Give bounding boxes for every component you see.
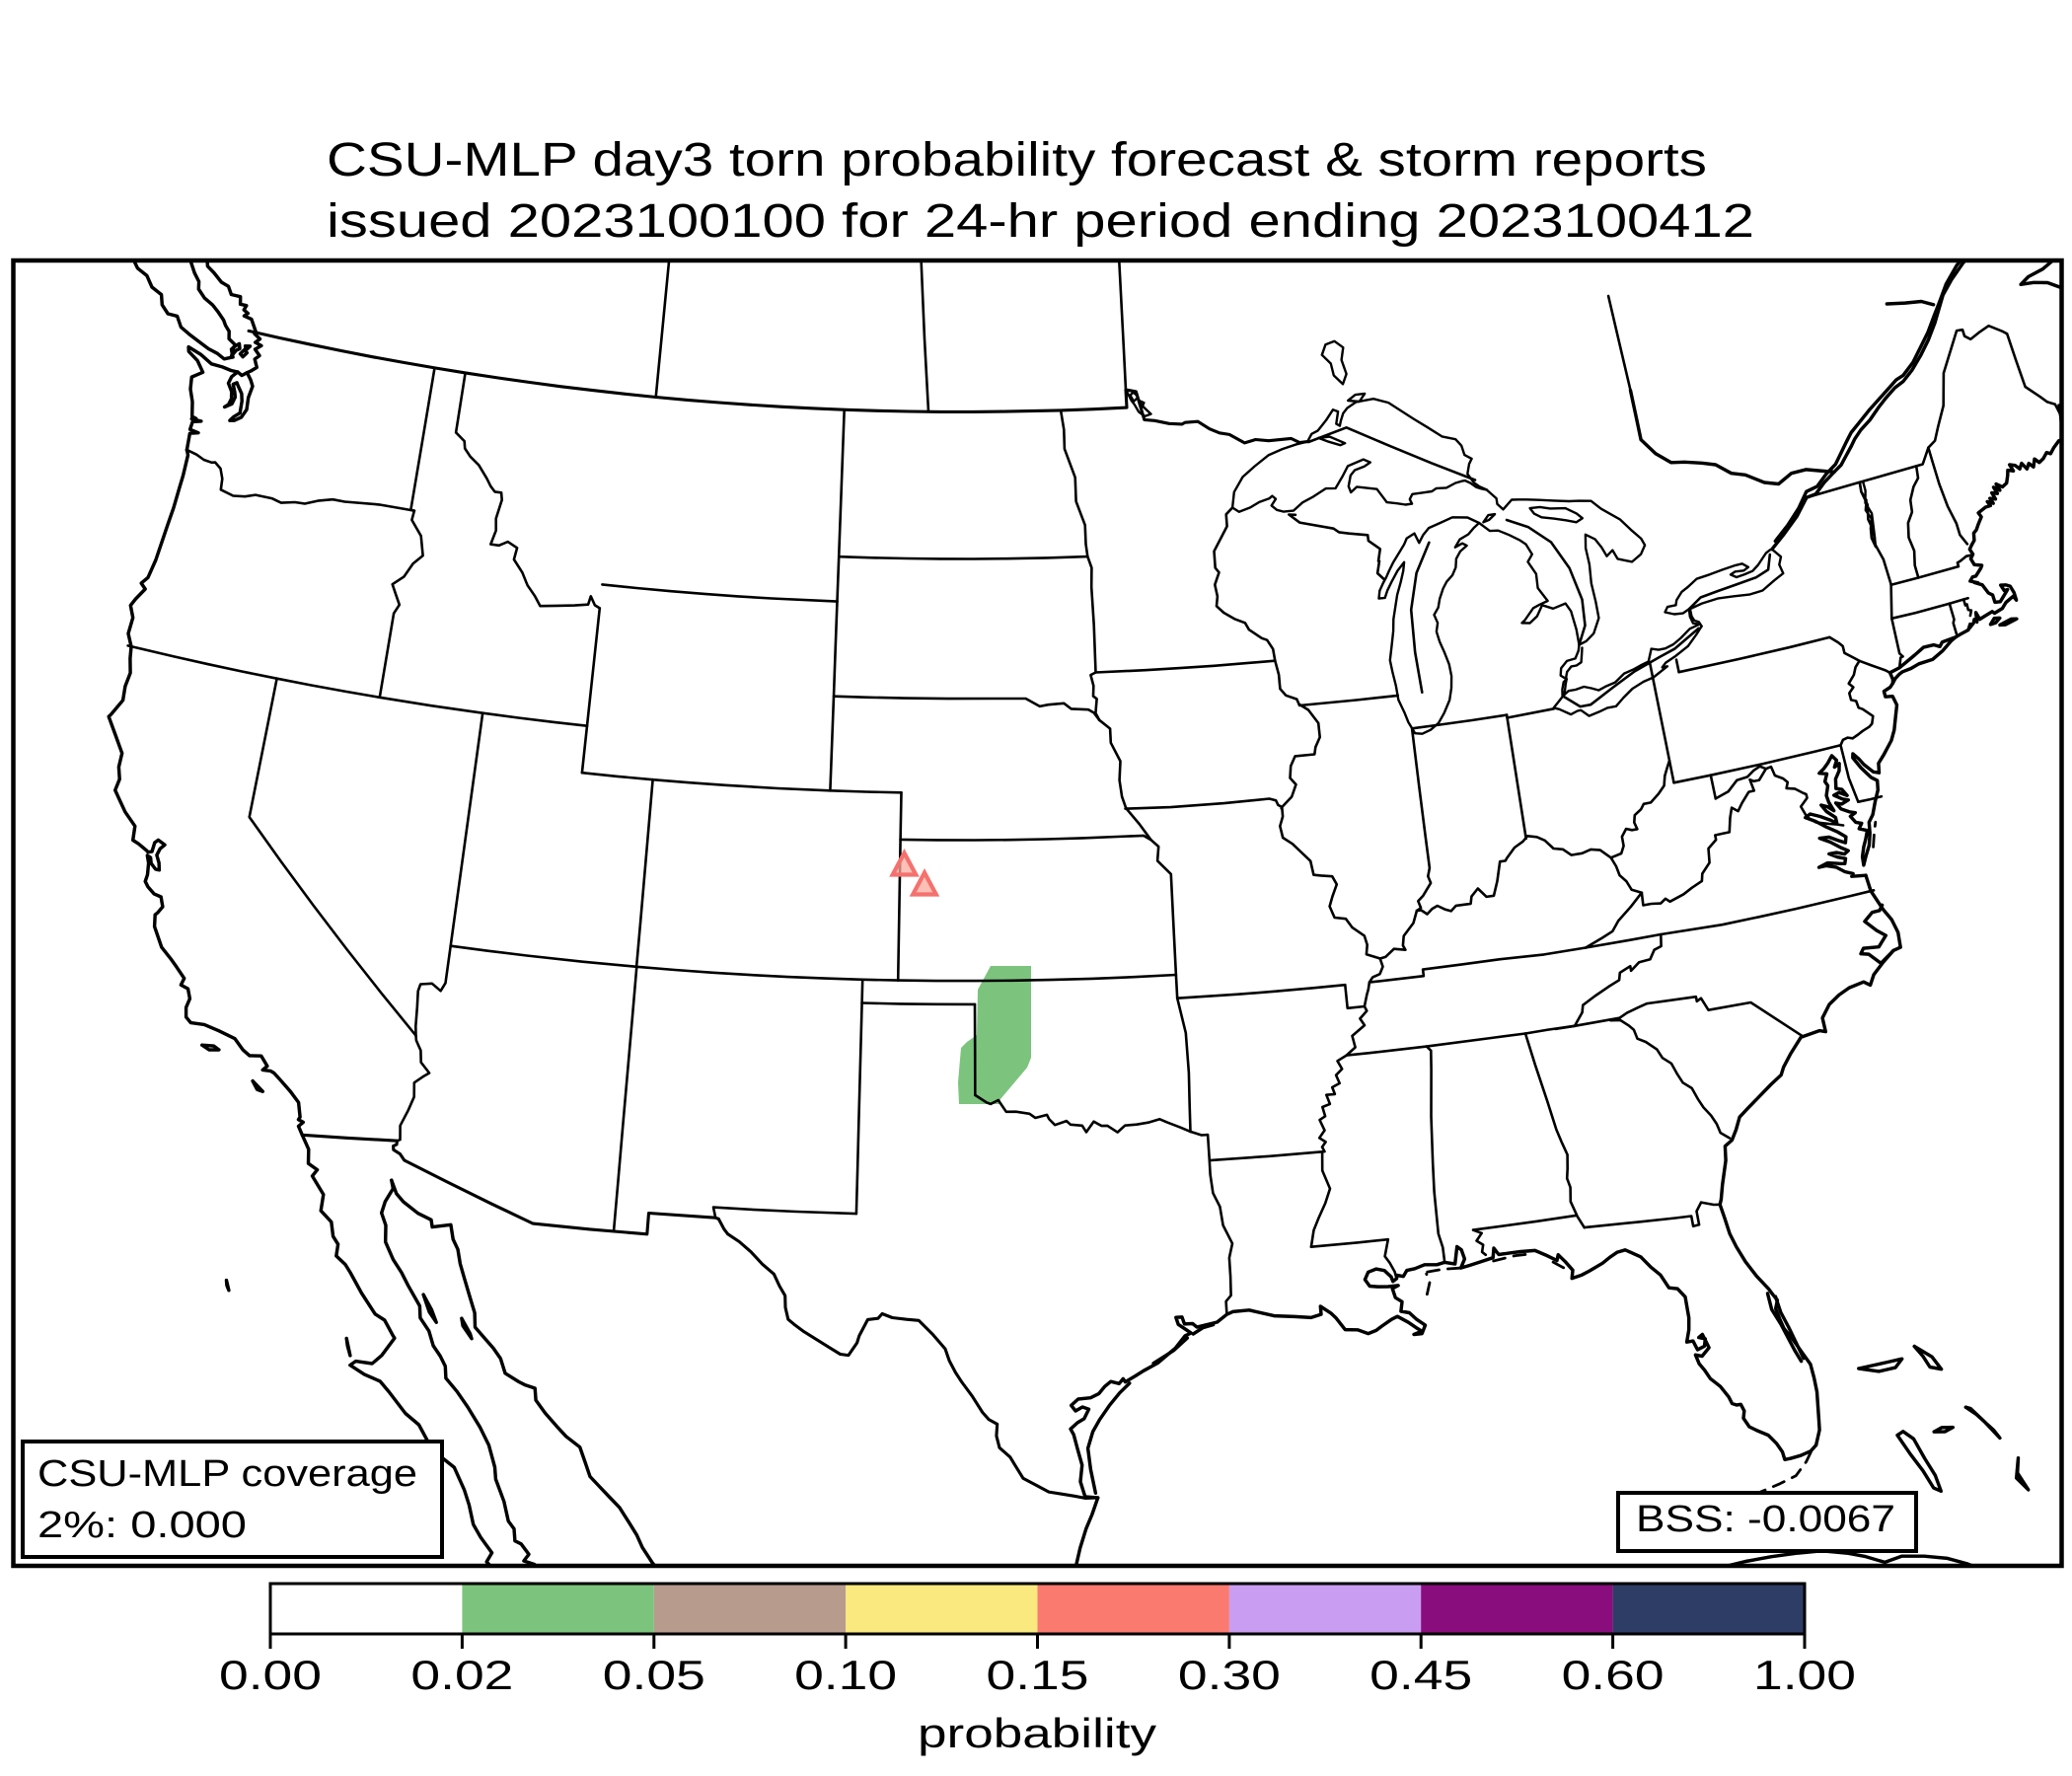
svg-text:probability: probability	[918, 1710, 1156, 1756]
svg-text:0.60: 0.60	[1562, 1652, 1665, 1698]
svg-text:0.10: 0.10	[794, 1652, 897, 1698]
svg-text:2%: 0.000: 2%: 0.000	[37, 1505, 247, 1546]
svg-text:0.05: 0.05	[603, 1652, 705, 1698]
svg-text:0.30: 0.30	[1178, 1652, 1281, 1698]
svg-text:0.02: 0.02	[410, 1652, 513, 1698]
svg-text:CSU-MLP coverage: CSU-MLP coverage	[37, 1453, 417, 1495]
svg-text:0.00: 0.00	[219, 1652, 322, 1698]
svg-text:0.45: 0.45	[1369, 1652, 1472, 1698]
svg-text:issued 2023100100 for 24-hr pe: issued 2023100100 for 24-hr period endin…	[327, 195, 1754, 248]
svg-text:CSU-MLP day3 torn probability: CSU-MLP day3 torn probability forecast &…	[327, 134, 1707, 186]
svg-text:BSS: -0.0067: BSS: -0.0067	[1636, 1499, 1895, 1540]
svg-text:0.15: 0.15	[987, 1652, 1089, 1698]
svg-text:1.00: 1.00	[1753, 1652, 1856, 1698]
